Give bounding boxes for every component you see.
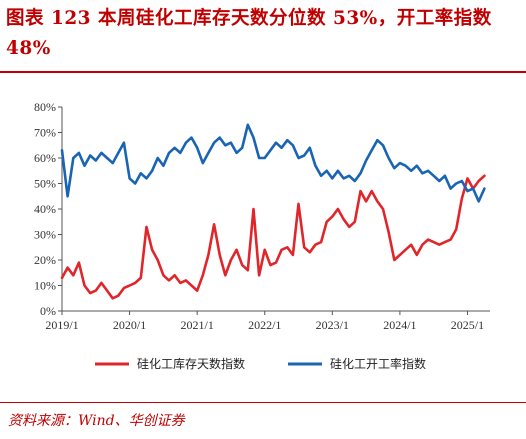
y-tick-label: 70% [34, 126, 56, 140]
y-tick-label: 40% [34, 202, 56, 216]
chart-lines [60, 123, 486, 300]
series-line-1 [60, 174, 486, 300]
y-tick-label: 30% [34, 228, 56, 242]
title-rule [0, 71, 526, 73]
x-tick-label: 2020/1 [113, 318, 146, 332]
chart-title: 图表 123 本周硅化工库存天数分位数 53%，开工率指数 48% [6, 8, 492, 59]
y-tick-label: 20% [34, 253, 56, 267]
legend-label-1: 硅化工库存天数指数 [137, 356, 245, 371]
y-tick-label: 60% [34, 151, 56, 165]
chart-axes: 0% 10% 20% 30% 40% 50% 60% 70% 80% 2019/1 2020/1 20… [34, 100, 490, 332]
legend-label-2: 硅化工开工率指数 [330, 356, 426, 371]
x-tick-label: 2022/1 [248, 318, 281, 332]
x-tick-label: 2024/1 [383, 318, 416, 332]
y-tick-label: 50% [34, 177, 56, 191]
source-note: 资料来源：Wind、华创证券 [8, 413, 185, 429]
x-tick-label: 2023/1 [316, 318, 349, 332]
footer-rule [0, 402, 526, 403]
chart-legend: 硅化工库存天数指数 硅化工开工率指数 [95, 356, 426, 371]
x-tick-label: 2021/1 [180, 318, 213, 332]
y-tick-label: 10% [34, 279, 56, 293]
y-tick-label: 80% [34, 100, 56, 114]
y-tick-label: 0% [40, 304, 56, 318]
x-tick-label: 2019/1 [45, 318, 78, 332]
series-line-2 [60, 123, 486, 203]
x-tick-label: 2025/1 [451, 318, 484, 332]
